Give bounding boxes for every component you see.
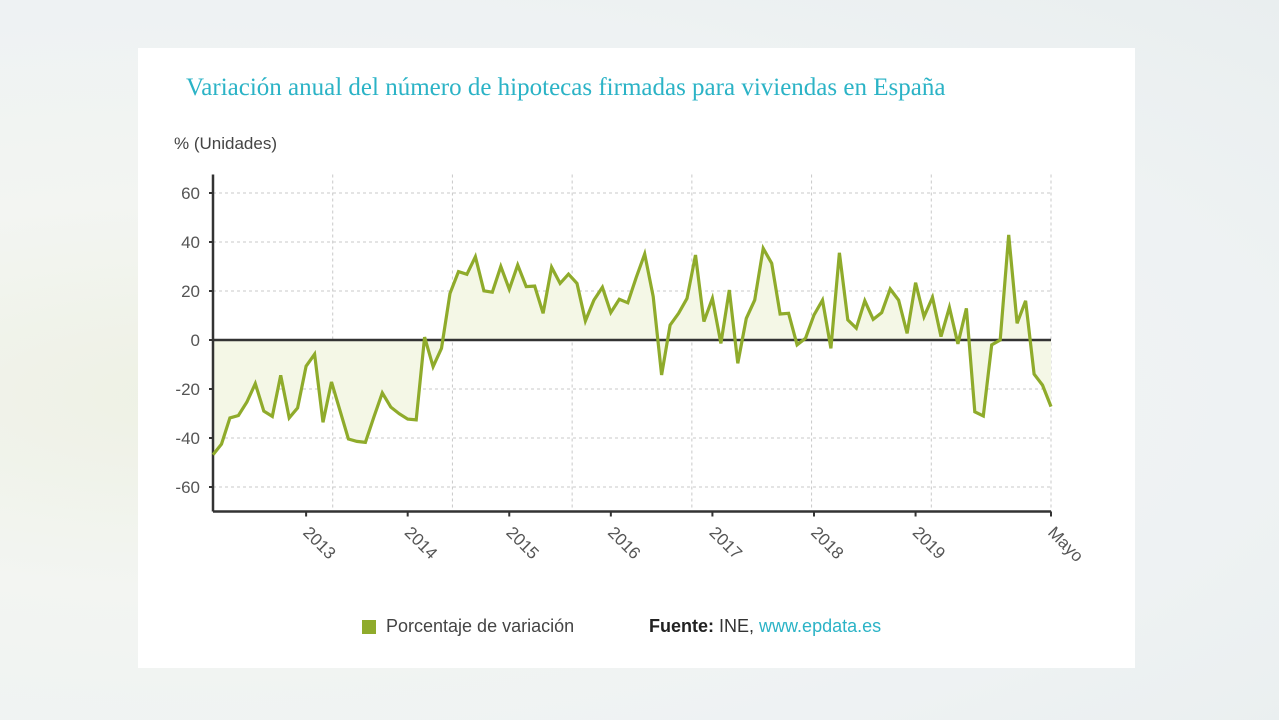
source-prefix: Fuente:: [649, 616, 714, 636]
y-tick-label: -20: [175, 380, 200, 399]
x-tick-label: 2018: [807, 523, 847, 563]
x-tick-label: 2015: [502, 523, 542, 563]
source-note: Fuente: INE, www.epdata.es: [649, 616, 881, 637]
y-tick-label: -60: [175, 478, 200, 497]
y-tick-label: 60: [181, 184, 200, 203]
series-line: [211, 234, 1053, 456]
y-axis-label: % (Unidades): [174, 134, 277, 153]
y-tick-label: 0: [191, 331, 200, 350]
chart-title: Variación anual del número de hipotecas …: [186, 74, 946, 101]
x-tick-label: 2016: [604, 523, 644, 563]
series-area: [213, 234, 1051, 455]
x-tick-label: 2014: [401, 523, 441, 563]
x-tick-label: 2013: [299, 523, 339, 563]
legend-swatch: [362, 619, 376, 634]
x-tick-label: 2019: [909, 523, 949, 563]
legend: Porcentaje de variación: [362, 616, 574, 637]
x-tick-label: Mayo: [1044, 523, 1087, 566]
y-tick-label: -40: [175, 429, 200, 448]
legend-label: Porcentaje de variación: [386, 616, 575, 636]
y-tick-label: 40: [181, 233, 200, 252]
x-tick-label: 2017: [706, 523, 746, 563]
y-tick-label: 20: [181, 282, 200, 301]
source-org: INE,: [719, 616, 755, 636]
source-link[interactable]: www.epdata.es: [759, 616, 882, 636]
